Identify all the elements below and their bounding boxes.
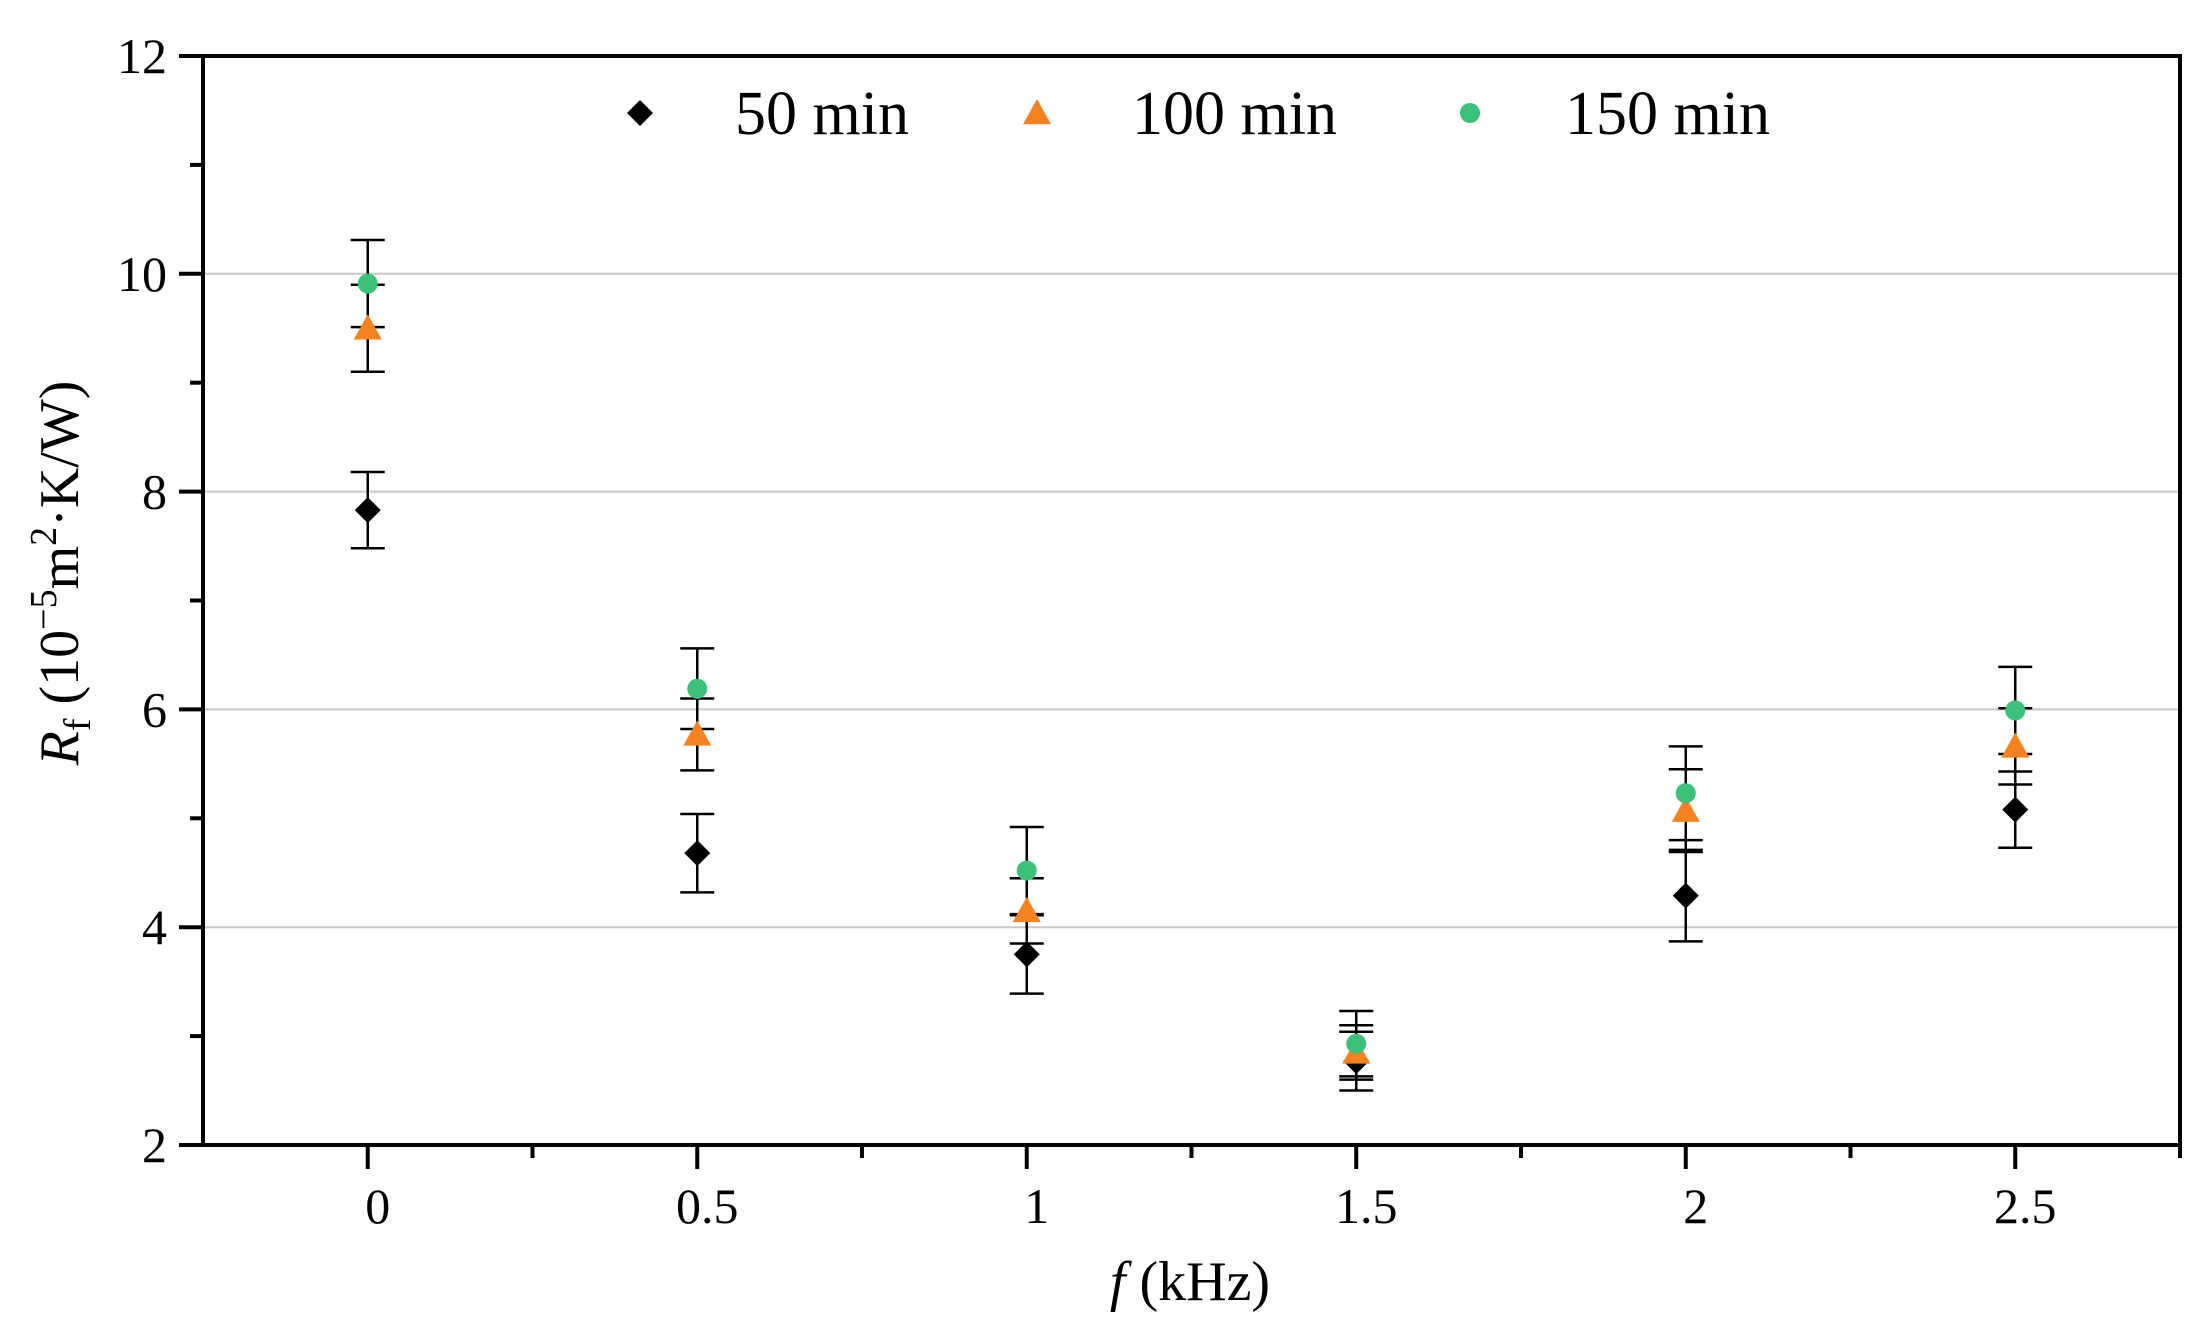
y-axis-unit-prefix: (10 [29, 630, 91, 719]
data-point-triangle [1671, 796, 1700, 822]
data-point-circle [687, 678, 708, 699]
y-axis-subscript: f [57, 718, 99, 731]
error-bars [350, 238, 2033, 1092]
data-point-circle [357, 273, 378, 294]
data-point-diamond [2002, 796, 2029, 823]
x-tick-label: 1.5 [1335, 1178, 1398, 1234]
data-point-circle [1675, 783, 1696, 804]
tick-labels: 2 4 6 8 10 12 0 0.5 1 1.5 2 2.5 [117, 28, 2057, 1234]
data-point-diamond [1672, 882, 1699, 909]
y-axis-unit-exponent-2: 2 [23, 527, 65, 546]
y-axis-symbol: R [29, 731, 91, 766]
axes [179, 54, 2182, 1169]
legend-label: 100 min [1132, 80, 1337, 148]
x-tick-label: 2.5 [1994, 1178, 2057, 1234]
data-point-triangle [2001, 732, 2030, 758]
y-tick-label: 10 [117, 246, 167, 302]
x-tick-label: 1 [1024, 1178, 1049, 1234]
data-point-diamond [354, 497, 381, 524]
y-axis-unit-exponent: −5 [23, 589, 65, 629]
x-tick-label: 2 [1683, 1178, 1708, 1234]
legend-marker-diamond [627, 100, 653, 126]
data-point-triangle [353, 314, 382, 340]
y-axis-unit-mid: m [29, 546, 91, 590]
y-tick-label: 4 [142, 899, 167, 955]
x-tick-label: 0.5 [676, 1178, 739, 1234]
data-point-triangle [1012, 896, 1041, 923]
y-tick-label: 8 [142, 464, 167, 520]
legend-label: 50 min [735, 80, 909, 148]
gridlines [203, 272, 2180, 929]
x-axis-unit: (kHz) [1125, 1251, 1270, 1313]
data-point-circle [1016, 860, 1037, 881]
data-point-triangle [683, 720, 712, 746]
y-tick-label: 6 [142, 681, 167, 737]
legend: 50 min 100 min 150 min [627, 80, 1770, 148]
x-tick-label: 0 [365, 1178, 390, 1234]
y-axis-title: Rf (10−5m2·K/W) [23, 381, 99, 767]
legend-marker-triangle [1023, 99, 1051, 125]
data-markers [353, 273, 2030, 1075]
y-tick-label: 12 [117, 28, 167, 84]
data-point-circle [2005, 700, 2026, 721]
data-point-diamond [684, 840, 711, 867]
legend-marker-circle [1460, 103, 1480, 123]
data-point-circle [1346, 1033, 1367, 1054]
plot-frame [201, 54, 2182, 1147]
x-axis-title: f (kHz) [1110, 1251, 1270, 1313]
y-axis-unit-suffix: ·K/W) [29, 381, 91, 527]
legend-label: 150 min [1565, 80, 1770, 148]
data-point-diamond [1013, 941, 1040, 968]
y-tick-label: 2 [142, 1117, 167, 1173]
